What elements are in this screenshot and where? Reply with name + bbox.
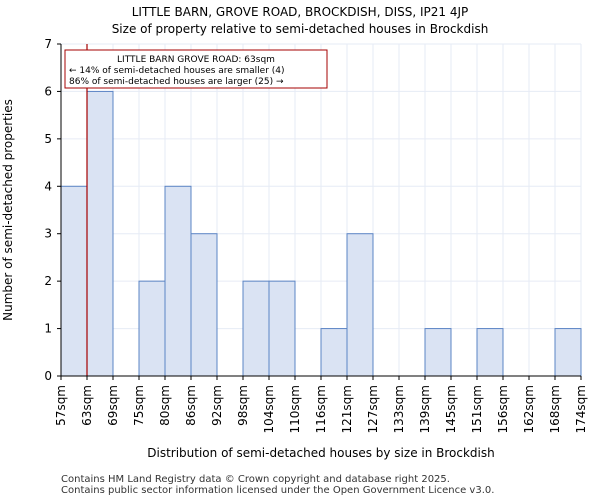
x-tick-label: 168sqm — [548, 385, 562, 433]
y-tick-label: 3 — [44, 227, 52, 241]
x-axis-label: Distribution of semi-detached houses by … — [147, 446, 495, 460]
x-tick-label: 104sqm — [262, 385, 276, 433]
bar — [190, 233, 218, 377]
x-tick-label: 92sqm — [210, 385, 224, 426]
y-tick-label: 0 — [44, 369, 52, 383]
annotation-box — [64, 49, 328, 89]
x-tick-label: 69sqm — [106, 385, 120, 426]
x-tick-label: 174sqm — [574, 385, 588, 433]
annotation-line-1: LITTLE BARN GROVE ROAD: 63sqm — [117, 55, 275, 65]
bar — [138, 280, 166, 377]
bar — [554, 328, 582, 377]
x-tick-label: 86sqm — [184, 385, 198, 426]
x-tick-label: 63sqm — [80, 385, 94, 426]
chart-title: LITTLE BARN, GROVE ROAD, BROCKDISH, DISS… — [131, 5, 469, 19]
y-tick-label: 7 — [44, 37, 52, 51]
axis-labels: 0 1 2 3 4 5 6 7 57sqm 63sqm 69sqm 75sqm 80sqm 86sqm 92… — [44, 37, 588, 433]
y-axis-label: Number of semi-detached properties — [1, 99, 15, 321]
bar — [346, 233, 374, 377]
bar — [242, 280, 270, 377]
x-tick-label: 162sqm — [522, 385, 536, 433]
x-tick-label: 139sqm — [418, 385, 432, 433]
bar — [60, 185, 88, 377]
x-tick-label: 80sqm — [158, 385, 172, 426]
y-tick-label: 2 — [44, 274, 52, 288]
x-tick-label: 151sqm — [470, 385, 484, 433]
bar — [86, 90, 114, 377]
footer-copyright: Contains HM Land Registry data © Crown c… — [61, 474, 450, 485]
x-tick-label: 133sqm — [392, 385, 406, 433]
x-tick-label: 145sqm — [444, 385, 458, 433]
annotation-line-2: ← 14% of semi-detached houses are smalle… — [69, 66, 285, 76]
bar — [268, 280, 296, 377]
x-tick-label: 121sqm — [340, 385, 354, 433]
chart-subtitle: Size of property relative to semi-detach… — [111, 22, 489, 36]
annotation: LITTLE BARN GROVE ROAD: 63sqm ← 14% of s… — [64, 49, 328, 89]
x-tick-label: 127sqm — [366, 385, 380, 433]
bar — [476, 328, 504, 377]
x-tick-label: 156sqm — [496, 385, 510, 433]
bar — [164, 185, 192, 377]
x-tick-label: 98sqm — [236, 385, 250, 426]
x-tick-label: 116sqm — [314, 385, 328, 433]
bar — [424, 328, 452, 377]
x-tick-label: 110sqm — [288, 385, 302, 433]
y-tick-label: 1 — [44, 322, 52, 336]
annotation-line-3: 86% of semi-detached houses are larger (… — [69, 77, 284, 87]
bar — [320, 328, 348, 377]
x-tick-label: 75sqm — [132, 385, 146, 426]
y-tick-label: 4 — [44, 179, 52, 193]
y-tick-label: 5 — [44, 132, 52, 146]
x-tick-label: 57sqm — [54, 385, 68, 426]
y-tick-label: 6 — [44, 84, 52, 98]
footer-licence: Contains public sector information licen… — [61, 485, 495, 496]
axes — [57, 43, 582, 380]
